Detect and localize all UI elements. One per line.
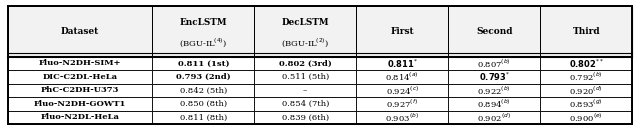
Text: DIC-C2DL-HeLa: DIC-C2DL-HeLa <box>42 73 118 81</box>
Bar <box>8 84 632 97</box>
Bar <box>8 111 152 124</box>
Bar <box>540 57 632 70</box>
Bar <box>356 97 448 111</box>
Bar <box>152 6 254 57</box>
Bar <box>152 97 254 111</box>
Text: (BGU-IL$^{(2)}$): (BGU-IL$^{(2)}$) <box>281 36 329 49</box>
Text: 0.811 (1st): 0.811 (1st) <box>177 59 229 67</box>
Bar <box>254 84 356 97</box>
Bar <box>8 6 152 57</box>
Text: 0.793 (2nd): 0.793 (2nd) <box>176 73 230 81</box>
Bar <box>356 84 448 97</box>
Text: 0.903$^{(b)}$: 0.903$^{(b)}$ <box>385 111 419 124</box>
Bar <box>448 84 540 97</box>
Text: Second: Second <box>476 26 513 36</box>
Text: Third: Third <box>573 26 600 36</box>
Text: Fluo-N2DL-HeLa: Fluo-N2DL-HeLa <box>40 113 120 121</box>
Text: First: First <box>390 26 414 36</box>
Bar <box>254 70 356 84</box>
Bar <box>540 97 632 111</box>
Bar <box>8 97 632 111</box>
Bar <box>254 6 356 57</box>
Bar <box>152 84 254 97</box>
Text: 0.900$^{(e)}$: 0.900$^{(e)}$ <box>570 111 603 124</box>
Bar <box>448 6 540 57</box>
Bar <box>254 97 356 111</box>
Text: $\mathbf{0.811}$$^{*}$: $\mathbf{0.811}$$^{*}$ <box>387 57 418 70</box>
Text: 0.807$^{(b)}$: 0.807$^{(b)}$ <box>477 57 511 70</box>
Bar <box>8 97 152 111</box>
Bar <box>356 111 448 124</box>
Text: 0.894$^{(b)}$: 0.894$^{(b)}$ <box>477 98 511 110</box>
Bar <box>8 6 632 124</box>
Bar <box>8 57 632 70</box>
Text: 0.927$^{(f)}$: 0.927$^{(f)}$ <box>386 98 419 110</box>
Text: 0.842 (5th): 0.842 (5th) <box>180 86 227 94</box>
Bar <box>254 57 356 70</box>
Text: 0.792$^{(b)}$: 0.792$^{(b)}$ <box>570 71 603 83</box>
Bar <box>540 111 632 124</box>
Bar <box>448 111 540 124</box>
Text: 0.922$^{(b)}$: 0.922$^{(b)}$ <box>477 84 511 97</box>
Text: $\mathbf{0.802}$$^{**}$: $\mathbf{0.802}$$^{**}$ <box>569 57 604 70</box>
Bar <box>448 97 540 111</box>
Bar <box>448 57 540 70</box>
Bar <box>356 6 448 57</box>
Bar <box>356 57 448 70</box>
Bar <box>540 6 632 57</box>
Text: 0.839 (6th): 0.839 (6th) <box>282 113 329 121</box>
Bar <box>152 111 254 124</box>
Text: EncLSTM: EncLSTM <box>180 18 227 27</box>
Bar <box>8 70 632 84</box>
Bar <box>540 84 632 97</box>
Text: 0.920$^{(d)}$: 0.920$^{(d)}$ <box>570 84 603 97</box>
Text: 0.850 (8th): 0.850 (8th) <box>180 100 227 108</box>
Bar <box>254 111 356 124</box>
Text: 0.802 (3rd): 0.802 (3rd) <box>279 59 332 67</box>
Bar <box>8 6 632 57</box>
Bar <box>152 70 254 84</box>
Text: (BGU-IL$^{(4)}$): (BGU-IL$^{(4)}$) <box>179 36 227 49</box>
Bar <box>448 70 540 84</box>
Bar <box>8 111 632 124</box>
Text: 0.924$^{(c)}$: 0.924$^{(c)}$ <box>385 84 419 97</box>
Text: 0.511 (5th): 0.511 (5th) <box>282 73 329 81</box>
Bar <box>8 57 152 70</box>
Text: Fluo-N2DH-GOWT1: Fluo-N2DH-GOWT1 <box>34 100 126 108</box>
Text: 0.902$^{(d)}$: 0.902$^{(d)}$ <box>477 111 511 124</box>
Text: Dataset: Dataset <box>61 26 99 36</box>
Bar <box>8 70 152 84</box>
Text: –: – <box>303 86 307 94</box>
Bar <box>356 70 448 84</box>
Text: 0.893$^{(g)}$: 0.893$^{(g)}$ <box>570 98 603 110</box>
Text: PhC-C2DH-U373: PhC-C2DH-U373 <box>41 86 119 94</box>
Text: DecLSTM: DecLSTM <box>282 18 329 27</box>
Text: 0.854 (7th): 0.854 (7th) <box>282 100 329 108</box>
Text: 0.814$^{(a)}$: 0.814$^{(a)}$ <box>385 71 419 83</box>
Bar <box>8 84 152 97</box>
Text: Fluo-N2DH-SIM+: Fluo-N2DH-SIM+ <box>39 59 121 67</box>
Bar <box>152 57 254 70</box>
Bar <box>540 70 632 84</box>
Text: 0.811 (8th): 0.811 (8th) <box>180 113 227 121</box>
Text: $\mathbf{0.793}$$^{*}$: $\mathbf{0.793}$$^{*}$ <box>479 71 510 83</box>
